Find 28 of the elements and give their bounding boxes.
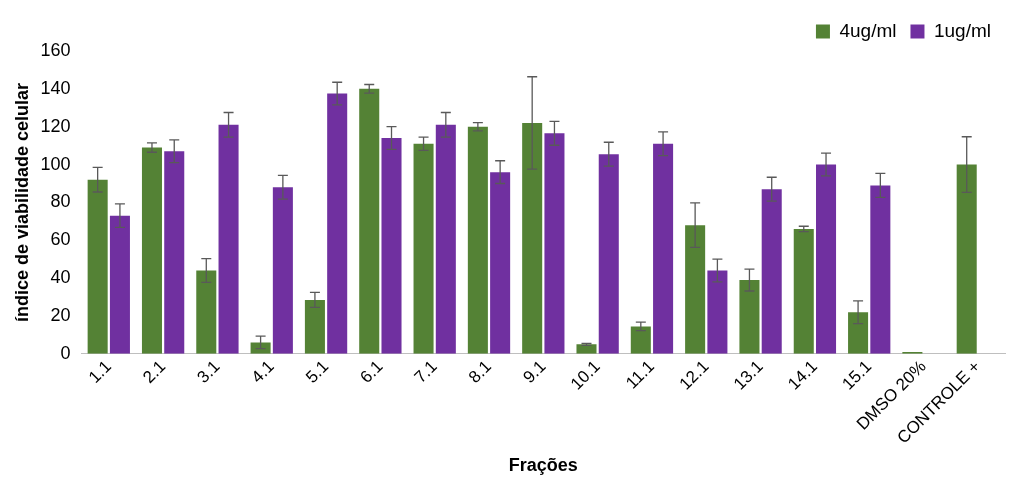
x-tick-label: 6.1 <box>356 356 387 387</box>
y-tick-label: 160 <box>40 39 71 60</box>
x-tick-label: 7.1 <box>410 356 441 387</box>
x-tick-label: 14.1 <box>784 356 822 394</box>
legend-label: 4ug/ml <box>839 19 897 41</box>
x-tick-label: 12.1 <box>675 356 713 394</box>
y-tick-label: 120 <box>40 115 71 136</box>
x-tick-label: 3.1 <box>193 356 224 387</box>
x-tick-label: 15.1 <box>838 356 876 394</box>
y-axis-title: índice de viabilidade celular <box>11 82 32 322</box>
x-tick-label: 9.1 <box>519 356 550 387</box>
x-tick-label: 13.1 <box>729 356 767 394</box>
x-axis-title: Frações <box>508 455 578 476</box>
y-tick-label: 0 <box>60 342 71 363</box>
x-tick-label: 11.1 <box>622 356 659 393</box>
y-tick-label: 140 <box>40 77 71 98</box>
x-tick-label: 8.1 <box>464 356 496 387</box>
y-tick-label: 60 <box>50 229 71 250</box>
x-tick-label: 4.1 <box>247 356 278 387</box>
x-tick-label: 10.1 <box>566 356 604 394</box>
x-tick-label: 1.1 <box>84 356 115 387</box>
y-tick-label: 40 <box>50 267 71 288</box>
x-tick-label: 2.1 <box>139 356 170 387</box>
x-tick-label: 5.1 <box>302 356 333 387</box>
legend-label: 1ug/ml <box>933 19 991 41</box>
y-tick-label: 100 <box>40 153 71 174</box>
y-tick-label: 80 <box>50 191 71 212</box>
y-tick-label: 20 <box>50 304 71 325</box>
